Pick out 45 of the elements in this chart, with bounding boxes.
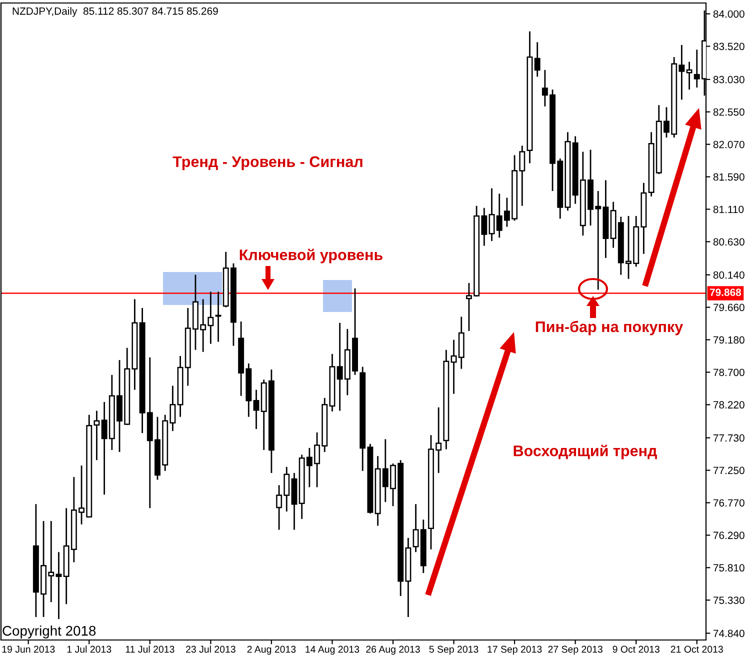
annotation: Ключевой уровень bbox=[240, 248, 383, 264]
candlestick bbox=[686, 61, 692, 90]
y-tick-label: 74.840 bbox=[713, 630, 744, 638]
x-tick-label: 2 Aug 2013 bbox=[247, 646, 296, 655]
candlestick bbox=[215, 291, 222, 342]
y-tick-label: 80.630 bbox=[713, 238, 744, 246]
annotation: NZDJPY,Daily 85.112 85.307 84.715 85.269 bbox=[12, 7, 218, 17]
y-tick-label: 82.070 bbox=[713, 140, 744, 148]
y-tick-label: 77.730 bbox=[713, 434, 744, 442]
x-tick-label: 27 Sep 2013 bbox=[548, 646, 602, 655]
x-tick-label: 17 Sep 2013 bbox=[488, 646, 542, 655]
y-tick-label: 75.810 bbox=[713, 564, 744, 572]
x-tick-label: 1 Jul 2013 bbox=[67, 646, 112, 653]
y-tick-label: 78.700 bbox=[713, 368, 744, 376]
y-tick-label: 83.520 bbox=[713, 42, 744, 50]
y-tick-label: 77.250 bbox=[713, 466, 744, 474]
x-tick-label: 11 Jul 2013 bbox=[126, 646, 174, 653]
y-tick-label: 83.030 bbox=[713, 76, 744, 84]
x-tick-label: 14 Aug 2013 bbox=[306, 646, 360, 655]
candlestick bbox=[253, 389, 260, 430]
y-tick-label: 81.590 bbox=[713, 173, 744, 181]
x-tick-label: 23 Jul 2013 bbox=[186, 646, 236, 653]
y-tick-label: 78.220 bbox=[713, 401, 744, 409]
annotation: Восходящий тренд bbox=[514, 444, 657, 460]
ref-line-label: 79.868 bbox=[710, 288, 742, 296]
y-tick-label: 82.550 bbox=[713, 108, 744, 116]
y-tick-label: 76.290 bbox=[713, 532, 744, 540]
candlestick bbox=[488, 188, 495, 242]
y-tick-label: 81.110 bbox=[713, 206, 744, 214]
y-tick-label: 80.140 bbox=[713, 271, 744, 279]
y-tick-label: 76.770 bbox=[713, 499, 744, 507]
annotation: Тренд - Уровень - Сигнал bbox=[172, 156, 362, 170]
candlestick bbox=[534, 42, 540, 78]
x-tick-label: 21 Oct 2013 bbox=[670, 646, 723, 653]
x-tick-label: 5 Sep 2013 bbox=[429, 646, 478, 655]
x-tick-label: 9 Oct 2013 bbox=[612, 646, 660, 653]
y-tick-label: 84.000 bbox=[713, 10, 744, 18]
y-tick-label: 79.660 bbox=[713, 304, 744, 312]
y-tick-label: 75.330 bbox=[713, 596, 744, 604]
x-tick-label: 26 Aug 2013 bbox=[366, 646, 420, 655]
x-tick-label: 19 Jun 2013 bbox=[2, 646, 55, 653]
candlestick bbox=[56, 551, 62, 620]
y-tick-label: 79.180 bbox=[713, 336, 744, 344]
annotation: Пин-бар на покупку bbox=[536, 320, 684, 336]
annotation: Copyright 2018 bbox=[2, 626, 96, 638]
